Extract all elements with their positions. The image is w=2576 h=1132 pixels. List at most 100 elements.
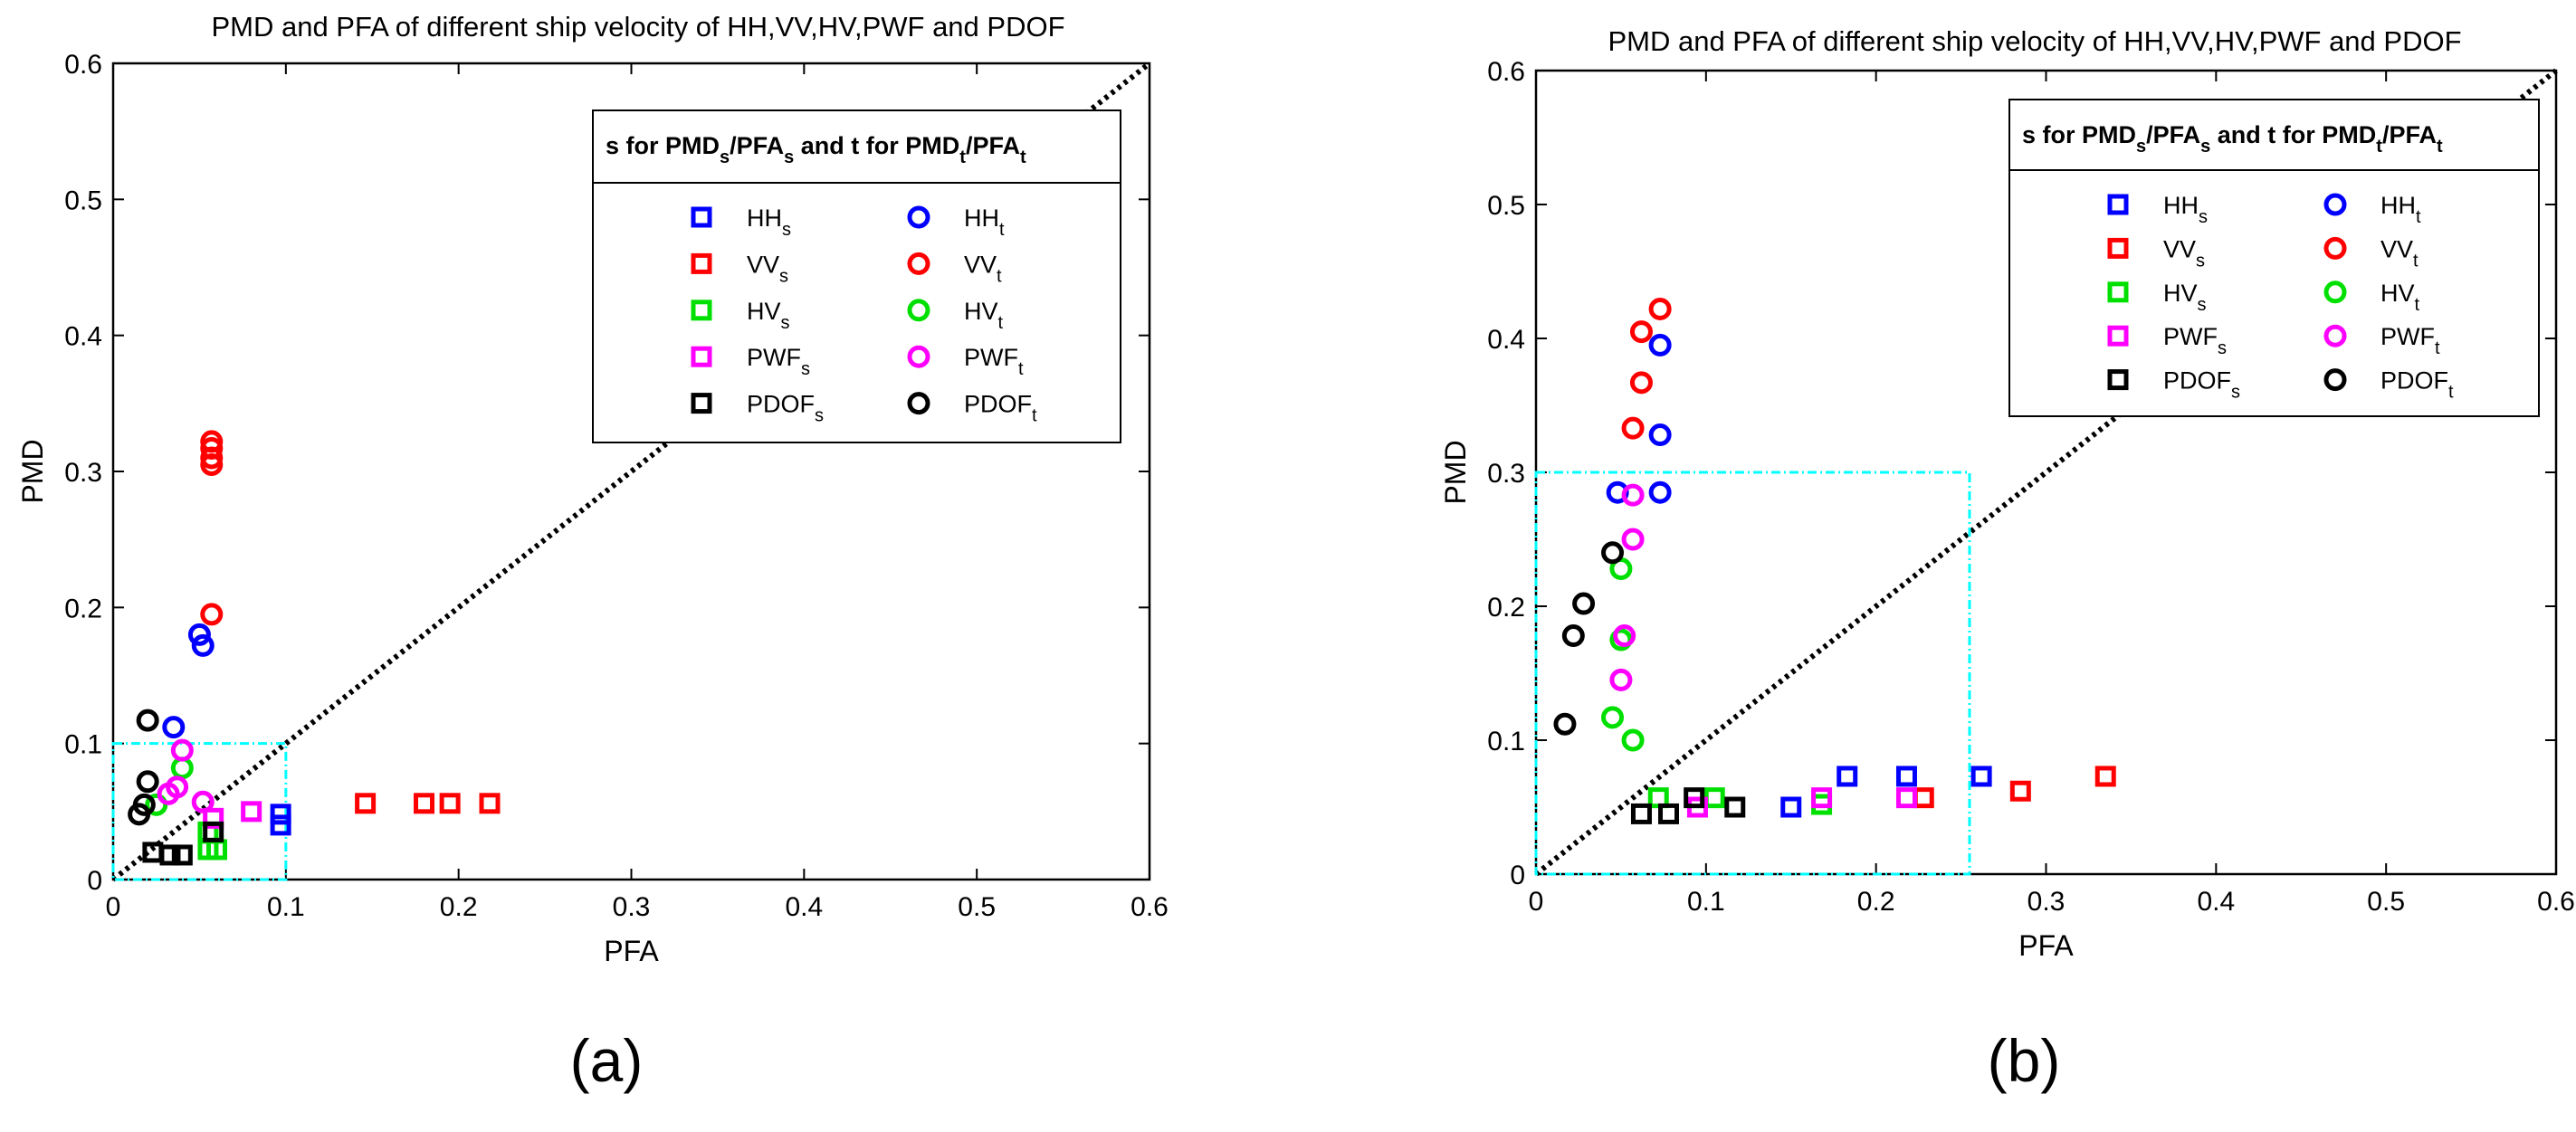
legend-label: HVt (2380, 280, 2420, 315)
legend-marker-circle (2323, 368, 2347, 392)
y-tick-label: 0.2 (64, 594, 102, 623)
data-point-square (1895, 766, 1917, 787)
y-tick-label: 0.1 (1487, 727, 1525, 756)
legend-label: PDOFs (2163, 367, 2240, 403)
data-point-circle (136, 770, 159, 794)
legend-item-hv-t: HVt (2323, 280, 2420, 315)
data-point-square (479, 793, 501, 814)
legend-item-vv-t: VVt (907, 251, 1002, 286)
y-tick-label: 0.2 (1487, 593, 1525, 623)
series-pdof-s (1630, 787, 1746, 824)
legend-marker-square (2107, 194, 2129, 215)
data-point-circle (166, 775, 189, 799)
data-point-square (1780, 796, 1802, 818)
y-tick-label: 0.6 (1487, 57, 1525, 87)
legend-label-subscript: t (2415, 295, 2420, 315)
data-point-circle (1621, 416, 1645, 440)
legend-label-subscript: t (999, 220, 1005, 240)
legend-label-name: VV (747, 251, 779, 278)
legend-label-name: PWF (747, 344, 801, 371)
legend-label-name: VV (2380, 235, 2413, 262)
data-point-circle (132, 793, 156, 816)
legend-label: PWFt (2380, 323, 2440, 358)
legend-item-hh-t: HHt (907, 205, 1005, 240)
x-tick-label: 0.4 (785, 892, 823, 922)
legend-label-subscript: s (2196, 251, 2205, 271)
y-tick-label: 0.6 (64, 50, 102, 80)
legend-item-pwf-t: PWFt (907, 344, 1024, 379)
data-point-square (414, 793, 434, 814)
legend-title-subscript: t (959, 147, 966, 167)
data-point-circle (187, 623, 211, 646)
data-point-circle (1601, 541, 1625, 565)
x-tick-label: 0.4 (2197, 887, 2235, 917)
legend-label-subscript: t (998, 313, 1004, 333)
legend-label-name: PWF (2163, 323, 2218, 350)
data-point-square (355, 793, 377, 814)
legend-item-hh-s: HHs (2107, 192, 2208, 227)
data-point-circle (1621, 728, 1645, 752)
zoom-region-box (111, 742, 288, 881)
series-pwf-s (1686, 787, 1917, 818)
legend-label: VVt (964, 251, 1002, 286)
legend-title-subscript: t (2376, 137, 2382, 157)
data-point-circle (200, 603, 224, 626)
data-point-circle (1629, 320, 1653, 344)
legend-marker-square (2107, 369, 2129, 391)
data-point-circle (1553, 712, 1577, 736)
x-tick-label: 0 (1529, 887, 1544, 917)
legend-label-name: HH (964, 205, 999, 232)
series-hh-t (1606, 333, 1672, 504)
y-tick-label: 0.1 (64, 730, 102, 760)
series-pdof-s (142, 821, 224, 866)
legend-marker-square (691, 206, 712, 228)
series-vv-s (355, 793, 501, 814)
data-point-circle (200, 430, 224, 453)
legend-marker-circle (2323, 281, 2347, 304)
data-point-circle (1629, 371, 1653, 395)
legend: s for PMDs/PFAs and t for PMDt/PFAtHHsVV… (592, 109, 1121, 443)
y-tick-label: 0.4 (64, 322, 102, 352)
y-tick-label: 0.3 (64, 458, 102, 488)
series-hh-t (162, 623, 215, 739)
legend-item-vv-s: VVs (691, 251, 788, 286)
series-pdof-t (128, 709, 159, 826)
legend-marker-square (691, 393, 712, 414)
legend-label: HHt (2380, 192, 2421, 227)
legend-label: HHt (964, 205, 1005, 240)
x-tick-label: 0.3 (2027, 887, 2066, 917)
legend-item-pdof-s: PDOFs (2107, 367, 2240, 403)
series-pwf-t (157, 738, 215, 813)
legend-marker-circle (907, 252, 930, 275)
legend-label-subscript: s (815, 406, 824, 426)
legend-item-vv-t: VVt (2323, 235, 2419, 271)
series-pwf-t (1609, 483, 1645, 691)
x-tick-label: 0.5 (958, 892, 996, 922)
y-tick-label: 0.4 (1487, 325, 1525, 355)
legend-title-text: and t for PMD (794, 132, 959, 159)
x-tick-label: 0.1 (267, 892, 305, 922)
data-point-circle (191, 633, 215, 657)
legend-label-name: HV (2380, 280, 2415, 307)
legend-item-pdof-t: PDOFt (907, 391, 1037, 426)
legend-item-hv-t: HVt (907, 298, 1004, 333)
legend-label-subscript: s (2218, 338, 2227, 358)
legend-label-subscript: s (782, 220, 791, 240)
legend-title-subscript: t (2437, 137, 2443, 157)
legend-label-name: HV (2163, 280, 2198, 307)
legend-label-subscript: t (2435, 338, 2440, 358)
data-point-square (1630, 803, 1652, 824)
data-point-square (1724, 796, 1746, 818)
data-point-square (1811, 787, 1833, 809)
legend-title-subscript: s (2200, 137, 2210, 157)
legend-marker-circle (2323, 324, 2347, 347)
series-vv-t (1621, 297, 1672, 440)
data-point-square (1970, 766, 1992, 787)
data-point-circle (1648, 480, 1672, 504)
legend-marker-circle (907, 299, 930, 322)
legend-item-hv-s: HVs (2107, 280, 2207, 315)
legend-item-hh-t: HHt (2323, 192, 2421, 227)
legend-marker-square (2107, 281, 2129, 303)
legend-label: PDOFs (747, 391, 824, 426)
legend-label-name: PDOF (2380, 367, 2448, 395)
